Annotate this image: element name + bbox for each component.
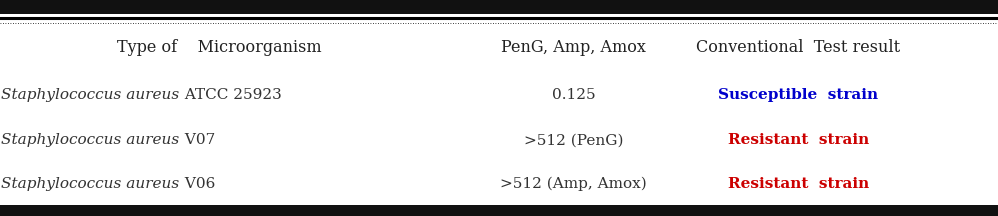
Text: V07: V07 [180,133,215,147]
Text: V06: V06 [180,177,215,191]
Text: Staphylococcus aureus: Staphylococcus aureus [1,88,180,102]
Text: Susceptible  strain: Susceptible strain [719,88,878,102]
Text: Resistant  strain: Resistant strain [728,133,869,147]
Text: Conventional  Test result: Conventional Test result [697,39,900,56]
Text: PenG, Amp, Amox: PenG, Amp, Amox [501,39,647,56]
Text: Resistant  strain: Resistant strain [728,177,869,191]
Bar [0,0,998,14]
Text: Staphylococcus aureus: Staphylococcus aureus [1,133,180,147]
Text: 0.125: 0.125 [552,88,596,102]
Text: Staphylococcus aureus: Staphylococcus aureus [1,177,180,191]
Text: >512 (Amp, Amox): >512 (Amp, Amox) [500,176,648,191]
Text: Type of    Microorganism: Type of Microorganism [117,39,322,56]
Text: >512 (PenG): >512 (PenG) [524,133,624,147]
Bar [0,205,998,216]
Text: ATCC 25923: ATCC 25923 [180,88,281,102]
